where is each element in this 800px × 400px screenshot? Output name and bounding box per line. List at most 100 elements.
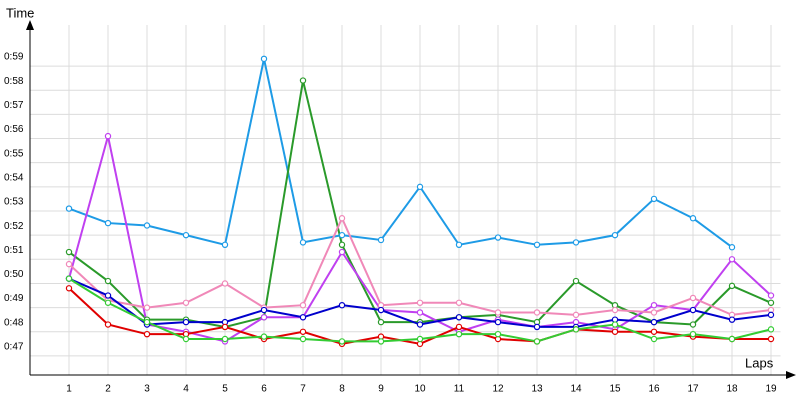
y-tick-label: 0:48 [4, 317, 24, 328]
point [65, 248, 73, 256]
y-tick-label: 0:54 [4, 172, 24, 183]
grid [30, 25, 781, 375]
point [728, 256, 736, 263]
point [143, 318, 151, 326]
x-tick-label: 18 [726, 384, 738, 395]
x-axis-label: Laps [745, 355, 774, 370]
point [650, 328, 658, 335]
x-tick-label: 14 [570, 384, 582, 395]
point [416, 335, 424, 343]
point [416, 309, 424, 316]
y-tick-label: 0:50 [4, 269, 24, 280]
point [494, 309, 502, 316]
point [299, 328, 307, 335]
point [611, 231, 619, 239]
y-tick-label: 0:49 [4, 293, 24, 304]
point [767, 299, 775, 306]
point [221, 280, 229, 287]
x-tick-label: 4 [183, 384, 189, 395]
point [338, 248, 346, 256]
y-axis-arrow [26, 20, 34, 30]
point [143, 222, 151, 229]
x-tick-label: 15 [609, 384, 621, 395]
point [104, 132, 112, 140]
point [260, 55, 268, 63]
point [611, 306, 619, 314]
point [104, 219, 112, 227]
y-tick-label: 0:56 [4, 124, 24, 135]
point [299, 77, 307, 84]
x-tick-label: 3 [144, 384, 150, 395]
x-axis-arrow [786, 371, 796, 379]
point [104, 277, 112, 285]
point [299, 335, 307, 343]
y-tick-label: 0:52 [4, 221, 24, 232]
point [416, 299, 424, 306]
point [299, 314, 307, 321]
point [494, 318, 502, 326]
point [455, 323, 463, 331]
point [611, 328, 619, 335]
point [338, 301, 346, 309]
point [767, 292, 775, 299]
x-tick-label: 6 [261, 384, 267, 395]
point [143, 330, 151, 338]
y-tick-label: 0:55 [4, 148, 24, 159]
point [416, 321, 424, 328]
point [767, 335, 775, 343]
point [104, 292, 112, 299]
point [338, 215, 346, 222]
point [104, 321, 112, 328]
point [689, 294, 697, 302]
point [182, 318, 190, 326]
point [572, 311, 580, 319]
point [65, 260, 73, 268]
point [650, 301, 658, 309]
point [299, 239, 307, 246]
point [221, 323, 229, 331]
point [533, 323, 541, 331]
point [689, 330, 697, 338]
point [572, 277, 580, 285]
point [338, 231, 346, 239]
point [533, 309, 541, 316]
point [455, 330, 463, 338]
x-tick-label: 11 [454, 384, 465, 395]
series-line [68, 58, 733, 249]
y-axis-label: Time [6, 5, 34, 20]
y-tick-label: 0:59 [4, 52, 24, 63]
point [182, 299, 190, 306]
point [728, 282, 736, 290]
point [611, 321, 619, 328]
x-tick-label: 5 [222, 384, 228, 395]
x-tick-label: 8 [339, 384, 345, 395]
point [689, 321, 697, 328]
point [104, 299, 112, 306]
point [494, 234, 502, 241]
x-tick-label: 2 [105, 384, 111, 395]
x-tick-label: 16 [648, 384, 660, 395]
point [65, 275, 73, 282]
point [728, 335, 736, 343]
x-tick-label: 13 [531, 384, 543, 395]
y-tick-label: 0:51 [4, 245, 24, 256]
point [767, 326, 775, 333]
point [182, 231, 190, 239]
point [377, 318, 385, 326]
point [650, 318, 658, 326]
point [338, 338, 346, 345]
point [767, 311, 775, 319]
point [416, 183, 424, 191]
point [650, 309, 658, 316]
point [377, 338, 385, 345]
point [533, 338, 541, 345]
point [377, 306, 385, 314]
point [689, 215, 697, 222]
point [455, 299, 463, 306]
point [728, 244, 736, 251]
x-tick-label: 7 [300, 384, 306, 395]
point [455, 314, 463, 321]
point [494, 330, 502, 338]
point [533, 241, 541, 249]
